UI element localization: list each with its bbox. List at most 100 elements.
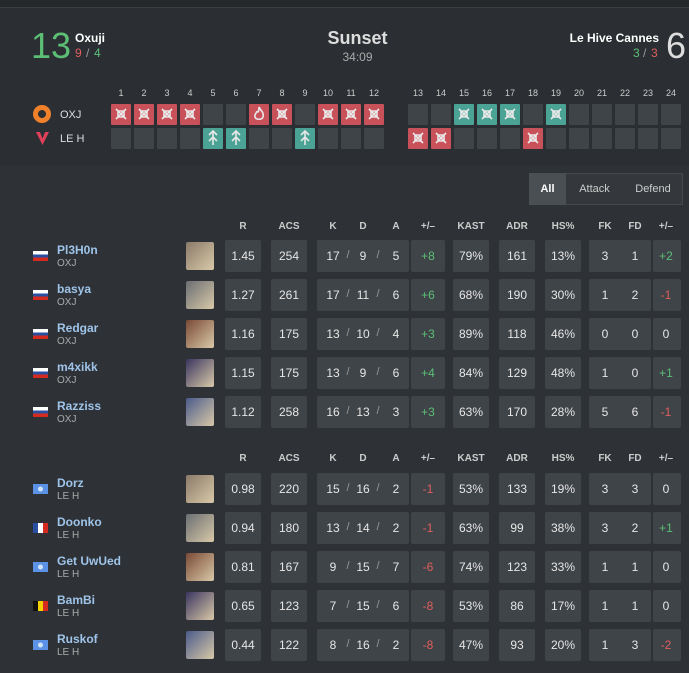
round-number: 14	[435, 88, 446, 98]
stat-box	[545, 396, 581, 428]
round-win	[180, 104, 200, 125]
column-header: FK	[598, 221, 612, 232]
player-name[interactable]: basya	[57, 282, 92, 296]
stat-separator: /	[376, 327, 380, 339]
stat-box	[499, 512, 535, 544]
column-header: +/–	[658, 221, 674, 232]
stat-value: -1	[660, 405, 672, 419]
round-number: 21	[596, 88, 607, 98]
stat-box	[589, 590, 651, 622]
player-name[interactable]: Ruskof	[57, 632, 98, 646]
stat-value: -8	[422, 638, 434, 652]
stat-value: 8	[329, 638, 337, 652]
team2-score: 6	[666, 25, 687, 66]
agent-avatar	[186, 320, 214, 348]
stat-value: 0	[631, 327, 639, 341]
stat-value: 175	[278, 366, 300, 380]
stat-value: +3	[421, 327, 435, 341]
team2-half1: 3	[633, 46, 640, 60]
stat-box	[225, 551, 261, 583]
stat-value: 123	[278, 599, 300, 613]
stat-box	[225, 629, 261, 661]
stat-box	[499, 551, 535, 583]
stat-value: +3	[421, 405, 435, 419]
player-name[interactable]: Redgar	[57, 321, 99, 335]
player-name[interactable]: Doonko	[57, 515, 102, 529]
tab[interactable]: All	[529, 173, 566, 205]
stat-box	[271, 590, 307, 622]
flag	[33, 640, 48, 650]
stat-value: -1	[660, 288, 672, 302]
round-cell	[546, 128, 566, 149]
player-team: LE H	[57, 569, 80, 580]
stat-value: 68%	[458, 288, 484, 302]
player-name[interactable]: m4xikk	[57, 360, 98, 374]
player-name[interactable]: Dorz	[57, 476, 84, 490]
stat-separator: /	[346, 599, 350, 611]
tab[interactable]: Defend	[635, 183, 671, 195]
stat-value: +4	[421, 366, 435, 380]
round-icon	[322, 108, 334, 120]
tab[interactable]: Attack	[579, 183, 610, 195]
round-icon	[481, 108, 493, 120]
round-number: 6	[233, 88, 239, 98]
round-cell	[638, 128, 658, 149]
stat-box	[317, 512, 409, 544]
round-number: 20	[573, 88, 584, 98]
round-icon	[184, 108, 196, 120]
stat-box	[499, 318, 535, 350]
stat-box	[453, 318, 489, 350]
round-win	[454, 104, 474, 125]
stat-value: 15	[356, 560, 370, 574]
player-name[interactable]: Razziss	[57, 399, 102, 413]
stat-separator: /	[346, 327, 350, 339]
stat-box	[453, 473, 489, 505]
stat-value: 19%	[550, 482, 576, 496]
stat-value: 38%	[550, 521, 576, 535]
column-header: R	[239, 453, 247, 464]
round-cell	[615, 104, 635, 125]
stat-box	[317, 396, 409, 428]
player-name[interactable]: BamBi	[57, 593, 96, 607]
round-win	[408, 128, 428, 149]
round-cell	[592, 128, 612, 149]
player-team: OXJ	[57, 375, 77, 386]
round-win	[226, 128, 246, 149]
column-header: D	[359, 221, 367, 232]
round-icon	[161, 108, 173, 120]
round-number: 24	[665, 88, 676, 98]
duration: 34:09	[342, 50, 373, 64]
stat-box	[411, 396, 445, 428]
round-number: 13	[412, 88, 423, 98]
stat-value: 13	[326, 521, 340, 535]
column-header: +/–	[658, 453, 674, 464]
stat-value: 1	[601, 560, 609, 574]
stat-value: 261	[278, 288, 300, 302]
stat-value: 3	[601, 249, 609, 263]
round-cell	[569, 104, 589, 125]
stat-box	[225, 396, 261, 428]
stat-box	[453, 240, 489, 272]
player-name[interactable]: Get UwUed	[57, 554, 122, 568]
stat-box	[653, 473, 681, 505]
round-cell	[203, 104, 223, 125]
round-number: 8	[279, 88, 285, 98]
round-cell	[111, 128, 131, 149]
player-name[interactable]: Pl3H0n	[57, 243, 98, 257]
player-team: OXJ	[57, 414, 77, 425]
stat-separator: /	[376, 249, 380, 261]
round-cell	[295, 104, 315, 125]
player-team: LE H	[57, 647, 80, 658]
round-number: 10	[322, 88, 333, 98]
stat-box	[589, 279, 651, 311]
round-win	[431, 128, 451, 149]
column-header: KAST	[457, 453, 485, 464]
round-icon	[550, 108, 562, 120]
stat-value: 0	[601, 327, 609, 341]
column-header: K	[329, 453, 337, 464]
stat-value: 63%	[458, 405, 484, 419]
flag	[33, 523, 48, 533]
round-win	[318, 104, 338, 125]
stat-value: +6	[421, 288, 435, 302]
stat-value: +1	[659, 521, 673, 535]
